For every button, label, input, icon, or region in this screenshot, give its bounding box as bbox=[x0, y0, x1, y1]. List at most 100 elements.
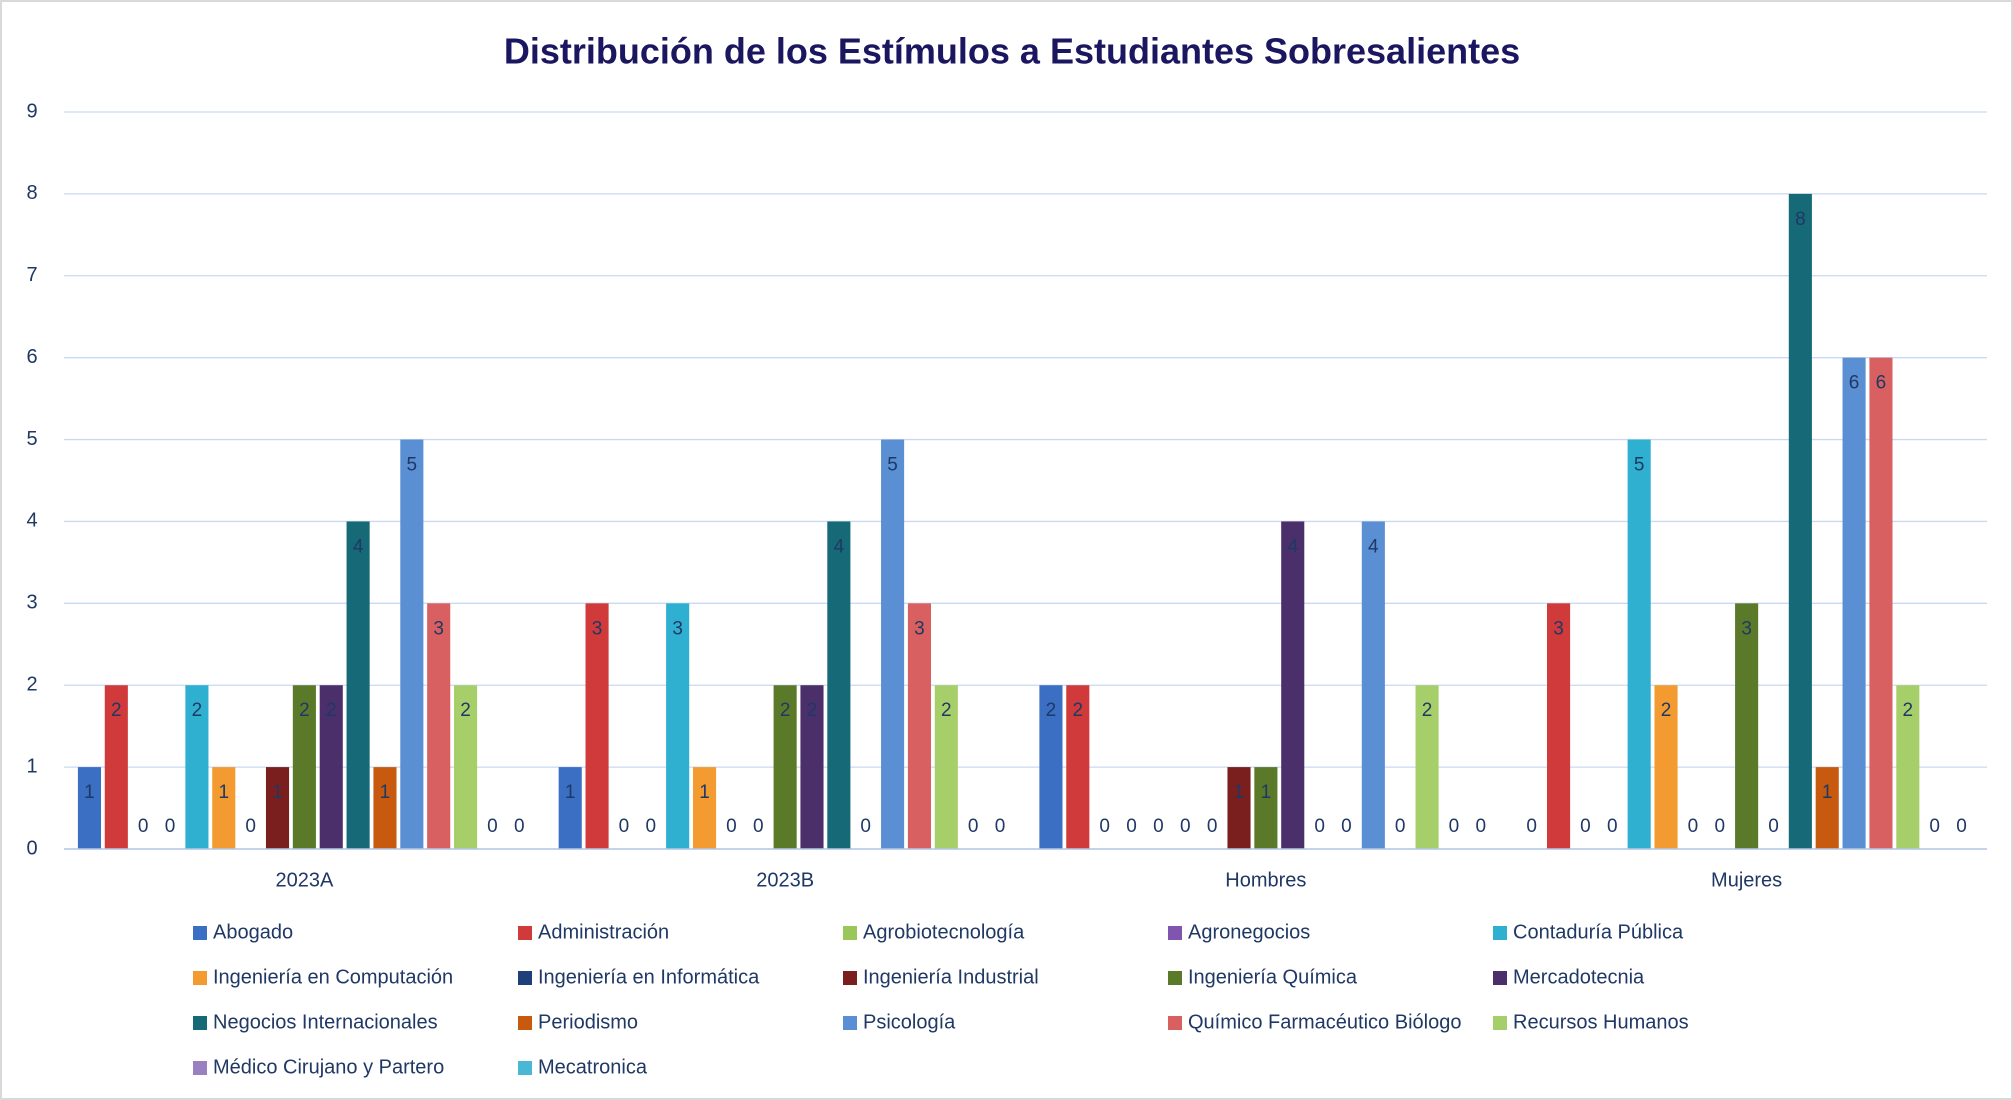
legend-label: Ingeniería Industrial bbox=[863, 966, 1039, 988]
data-label: 1 bbox=[1822, 782, 1833, 803]
data-label: 0 bbox=[245, 816, 256, 837]
bar bbox=[800, 685, 824, 849]
bar bbox=[1869, 357, 1893, 849]
legend-label: Administración bbox=[538, 921, 669, 943]
legend-label: Recursos Humanos bbox=[1513, 1011, 1689, 1033]
legend-label: Ingeniería en Computación bbox=[213, 966, 453, 988]
data-label: 0 bbox=[1929, 816, 1940, 837]
data-label: 0 bbox=[753, 816, 764, 837]
legend-swatch bbox=[193, 1061, 207, 1075]
data-label: 5 bbox=[887, 455, 898, 476]
data-label: 0 bbox=[619, 816, 630, 837]
bar bbox=[373, 767, 397, 849]
legend-swatch bbox=[1168, 1016, 1182, 1030]
data-label: 0 bbox=[1153, 816, 1164, 837]
legend-swatch bbox=[193, 1016, 207, 1030]
bar bbox=[104, 685, 128, 849]
data-label: 1 bbox=[1234, 782, 1245, 803]
bar bbox=[881, 439, 905, 849]
legend-label: Agrobiotecnología bbox=[863, 921, 1025, 943]
bar bbox=[292, 685, 316, 849]
bar bbox=[1254, 767, 1278, 849]
data-label: 0 bbox=[1768, 816, 1779, 837]
data-label: 2 bbox=[299, 700, 310, 721]
data-label: 1 bbox=[565, 782, 576, 803]
data-label: 5 bbox=[1634, 455, 1645, 476]
bar bbox=[666, 603, 690, 849]
data-label: 0 bbox=[968, 816, 979, 837]
bar bbox=[1281, 521, 1305, 849]
legend-swatch bbox=[1493, 971, 1507, 985]
data-label: 0 bbox=[726, 816, 737, 837]
data-label: 1 bbox=[699, 782, 710, 803]
bar bbox=[1735, 603, 1759, 849]
legend-label: Abogado bbox=[213, 921, 293, 943]
bar bbox=[346, 521, 370, 849]
data-label: 3 bbox=[914, 618, 925, 639]
data-label: 1 bbox=[84, 782, 95, 803]
data-label: 2 bbox=[780, 700, 791, 721]
data-label: 0 bbox=[1314, 816, 1325, 837]
bar bbox=[773, 685, 797, 849]
y-tick-label: 1 bbox=[26, 755, 37, 777]
bar bbox=[77, 767, 102, 849]
legend-label: Agronegocios bbox=[1188, 921, 1310, 943]
bar bbox=[212, 767, 236, 849]
legend-swatch bbox=[843, 971, 857, 985]
y-tick-label: 2 bbox=[26, 674, 37, 696]
legend-swatch bbox=[1493, 926, 1507, 940]
data-label: 0 bbox=[514, 816, 525, 837]
legend-swatch bbox=[1168, 971, 1182, 985]
legend-swatch bbox=[193, 971, 207, 985]
y-tick-label: 4 bbox=[26, 510, 37, 532]
y-tick-label: 6 bbox=[26, 346, 37, 368]
data-label: 2 bbox=[1046, 700, 1057, 721]
bar bbox=[319, 685, 343, 849]
data-label: 2 bbox=[1073, 700, 1084, 721]
y-tick-label: 8 bbox=[26, 182, 37, 204]
bar bbox=[558, 767, 582, 849]
data-label: 4 bbox=[1287, 536, 1298, 557]
bar bbox=[185, 685, 209, 849]
bar bbox=[1066, 685, 1090, 849]
legend-label: Químico Farmacéutico Biólogo bbox=[1188, 1011, 1461, 1033]
bar bbox=[907, 603, 932, 849]
x-tick-label: 2023B bbox=[756, 869, 814, 891]
legend-label: Negocios Internacionales bbox=[213, 1011, 438, 1033]
data-label: 5 bbox=[407, 455, 418, 476]
data-label: 3 bbox=[1741, 618, 1752, 639]
x-tick-label: Hombres bbox=[1225, 869, 1306, 891]
bar bbox=[1361, 521, 1385, 849]
x-tick-label: 2023A bbox=[275, 869, 333, 891]
data-label: 6 bbox=[1876, 373, 1887, 394]
data-label: 0 bbox=[1688, 816, 1699, 837]
data-label: 2 bbox=[807, 700, 818, 721]
data-label: 1 bbox=[218, 782, 229, 803]
data-label: 0 bbox=[165, 816, 176, 837]
chart-title: Distribución de los Estímulos a Estudian… bbox=[504, 31, 1520, 72]
data-label: 2 bbox=[111, 700, 122, 721]
y-tick-label: 5 bbox=[26, 428, 37, 450]
legend-label: Psicología bbox=[863, 1011, 956, 1033]
data-label: 0 bbox=[1476, 816, 1487, 837]
data-label: 2 bbox=[1661, 700, 1672, 721]
data-label: 0 bbox=[1180, 816, 1191, 837]
data-label: 0 bbox=[1395, 816, 1406, 837]
data-label: 8 bbox=[1795, 209, 1806, 230]
legend-swatch bbox=[518, 926, 532, 940]
bar bbox=[1039, 685, 1063, 849]
bar bbox=[454, 685, 478, 849]
data-label: 3 bbox=[592, 618, 603, 639]
legend-swatch bbox=[518, 1016, 532, 1030]
data-label: 2 bbox=[326, 700, 337, 721]
data-label: 0 bbox=[1956, 816, 1967, 837]
bar bbox=[934, 685, 958, 849]
bar bbox=[692, 767, 717, 849]
bar bbox=[827, 521, 851, 849]
data-label: 4 bbox=[1368, 536, 1379, 557]
data-label: 2 bbox=[1422, 700, 1433, 721]
bar bbox=[1896, 685, 1920, 849]
bar bbox=[1788, 193, 1812, 849]
data-label: 0 bbox=[1449, 816, 1460, 837]
